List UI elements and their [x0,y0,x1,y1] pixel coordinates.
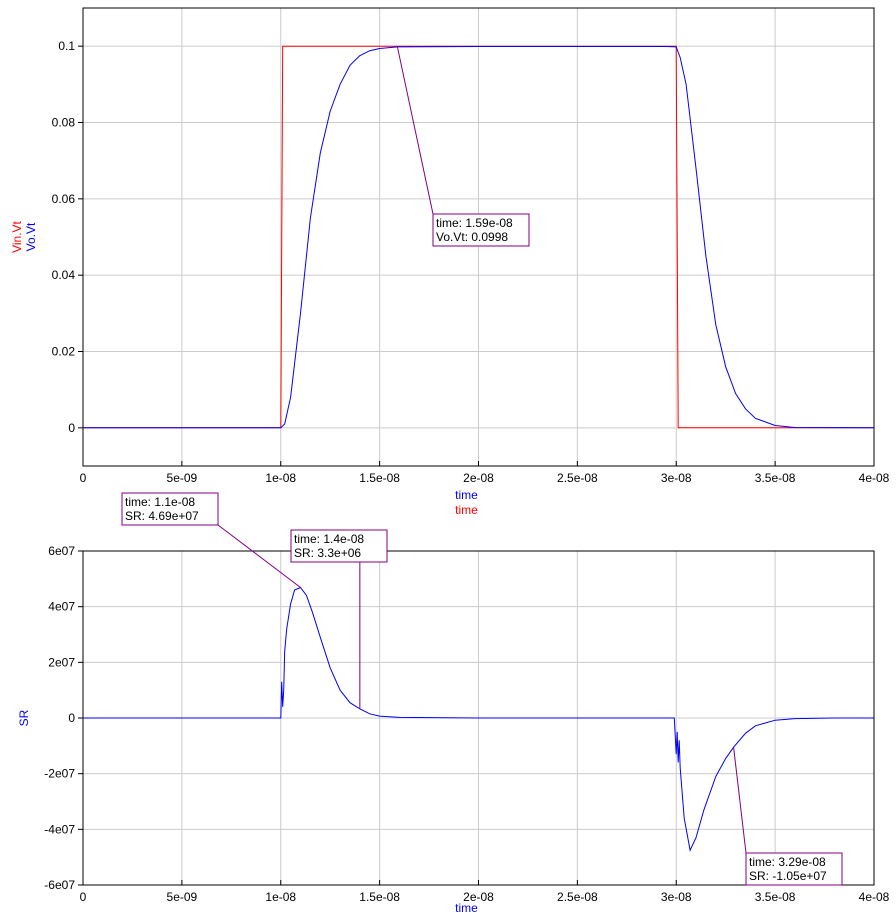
y-tick-label: 0.02 [52,345,76,359]
y-axis-label: Vin.Vt [10,220,24,252]
marker-label: SR: 4.69e+07 [125,509,199,523]
top-plot-voltage: 0 5e-09 1e-08 1.5e-08 2e-08 2.5e-08 3e-08 3.5e-… [10,7,890,517]
x-tick-label: 0 [80,471,87,485]
plot-frame [82,7,875,467]
marker-label: SR: 3.3e+06 [294,546,361,560]
marker-box [745,852,843,886]
x-tick-label: 3.5e-08 [755,890,796,904]
marker-label: Vo.Vt: 0.0998 [436,230,508,244]
marker-box [290,529,388,563]
x-tick-label: 3.5e-08 [755,471,796,485]
x-tick-label: 1.5e-08 [359,471,400,485]
series-line-sr [83,586,874,852]
y-axis-label: SR [17,709,31,726]
y-tick-label: 0.06 [52,192,76,206]
marker-connector [396,46,434,215]
marker-label: time: 3.29e-08 [749,855,826,869]
x-tick-label: 1.5e-08 [359,890,400,904]
y-tick-label: 2e07 [48,655,75,669]
y-tick-label: -6e07 [44,878,75,892]
y-tick-label: 0 [68,421,75,435]
x-tick-label: 2.5e-08 [557,471,598,485]
x-tick-label: 2.5e-08 [557,890,598,904]
y-tick-label: 6e07 [48,544,75,558]
bottom-plot-slew-rate: 0 5e-09 1e-08 1.5e-08 2e-08 2.5e-08 3e-08 3.5e-… [17,492,890,915]
y-tick-label: 0.08 [52,116,76,130]
marker-box [121,492,219,526]
marker-connector [733,747,747,854]
x-tick-label: 4e-08 [859,471,890,485]
y-tick-label: 0 [68,711,75,725]
x-tick-label: 4e-08 [859,890,890,904]
marker-label: time: 1.4e-08 [294,532,364,546]
y-tick-label: 0.1 [58,39,75,53]
marker-label: time: 1.1e-08 [125,495,195,509]
marker-connector [217,524,301,588]
x-tick-label: 0 [80,890,87,904]
y-axis-label: Vo.Vt [24,222,38,251]
marker-box [432,213,530,247]
x-tick-label: 1e-08 [265,471,296,485]
x-axis-label: time [455,901,478,915]
y-tick-label: 0.04 [52,268,76,282]
x-axis-label: time [455,503,478,517]
x-tick-label: 2e-08 [463,890,494,904]
marker-label: time: 1.59e-08 [436,216,513,230]
series-line-vo-vt [83,46,875,429]
x-tick-label: 2e-08 [463,471,494,485]
y-tick-label: -2e07 [44,767,75,781]
x-tick-label: 5e-09 [167,471,198,485]
marker-label: SR: -1.05e+07 [749,869,827,883]
x-tick-label: 1e-08 [265,890,296,904]
x-tick-label: 3e-08 [661,471,692,485]
x-tick-label: 5e-09 [167,890,198,904]
x-axis-label: time [455,488,478,502]
x-tick-label: 3e-08 [661,890,692,904]
y-tick-label: 4e07 [48,600,75,614]
y-tick-label: -4e07 [44,822,75,836]
